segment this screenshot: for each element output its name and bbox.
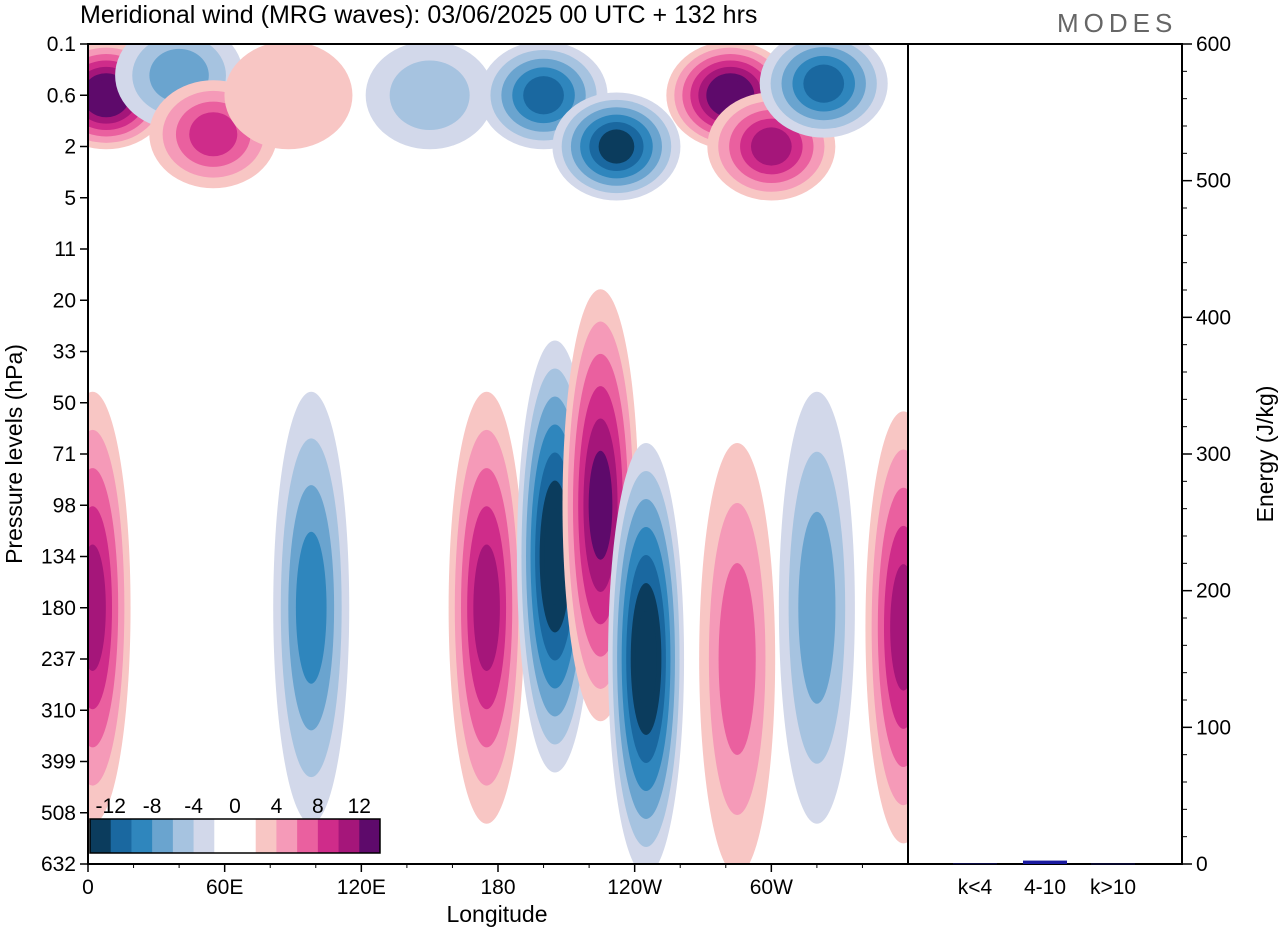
x-tick-label: 60E (206, 876, 243, 899)
energy-axis: 0 100 200 300 400 500 600 (1182, 33, 1231, 876)
y-axis-title: Pressure levels (hPa) (1, 344, 27, 564)
y-tick-label: 2 (64, 136, 76, 159)
energy-bar (953, 863, 997, 865)
heatmap-contour (598, 129, 635, 164)
colorbar-swatch (193, 819, 215, 853)
x-tick-label: 120E (337, 876, 386, 899)
heatmap-contour (544, 508, 566, 605)
colorbar-swatch (338, 819, 360, 853)
heatmap-contour (718, 563, 756, 755)
y-tick-label: 71 (53, 443, 76, 466)
colorbar-swatch (255, 819, 277, 853)
heatmap-contour (473, 544, 500, 672)
heatmap-contour (890, 564, 908, 691)
y-tick-label: 508 (41, 802, 76, 825)
energy-bars: k<4 4-10 k>10 (953, 860, 1136, 899)
y-tick-label: 180 (41, 597, 76, 620)
colorbar-label: 12 (348, 795, 371, 818)
colorbar-swatch (359, 819, 381, 853)
colorbar-swatch (297, 819, 319, 853)
colorbar-swatch (235, 819, 257, 853)
colorbar-swatch (90, 819, 112, 853)
heatmap-contour (523, 76, 564, 115)
y-tick-label: 632 (41, 853, 76, 876)
energy-tick-label: 400 (1196, 306, 1231, 329)
colorbar-swatch (172, 819, 194, 853)
colorbar-swatch (131, 819, 153, 853)
energy-bar (1023, 860, 1067, 864)
y-tick-label: 237 (41, 648, 76, 671)
heatmap-contour (750, 127, 792, 166)
colorbar-swatch (152, 819, 174, 853)
y-tick-label: 399 (41, 751, 76, 774)
x-tick-label: 180 (480, 876, 515, 899)
colorbar-swatch (214, 819, 236, 853)
x-axis-title: Longitude (446, 901, 547, 927)
heatmap-contour (295, 531, 327, 684)
y-tick-label: 0.6 (47, 84, 76, 107)
longitude-axis: 0 60E 120E 180 120W 60W (82, 864, 863, 899)
colorbar-label: -4 (184, 795, 203, 818)
energy-bar (1091, 863, 1135, 865)
chart-title: Meridional wind (MRG waves): 03/06/2025 … (80, 1, 758, 29)
colorbar-swatch (276, 819, 298, 853)
energy-category-label: k>10 (1090, 876, 1136, 899)
y-tick-label: 5 (64, 187, 76, 210)
y-tick-label: 20 (53, 289, 76, 312)
colorbar-label: 8 (312, 795, 324, 818)
heatmap-contour (224, 44, 353, 150)
energy-category-label: 4-10 (1024, 876, 1066, 899)
modes-logo: MODES (1057, 8, 1178, 38)
heatmap-contour (798, 511, 836, 704)
energy-tick-label: 300 (1196, 443, 1231, 466)
pressure-axis: 0.1 0.6 2 5 11 20 33 50 71 98 134 180 237 310 399 508 63… (41, 33, 88, 876)
colorbar-label: -12 (96, 795, 126, 818)
energy-axis-title: Energy (J/kg) (1252, 386, 1278, 523)
heatmap-contour (803, 64, 845, 103)
energy-tick-label: 600 (1196, 33, 1231, 56)
colorbar-label: 4 (271, 795, 283, 818)
x-tick-label: 0 (82, 876, 94, 899)
y-tick-label: 50 (53, 392, 76, 415)
colorbar-swatch (317, 819, 339, 853)
heatmap-contour (588, 450, 613, 560)
y-tick-label: 98 (53, 494, 76, 517)
heatmap-contour (90, 79, 123, 111)
energy-tick-label: 100 (1196, 716, 1231, 739)
energy-category-label: k<4 (958, 876, 993, 899)
colorbar-label: 0 (229, 795, 241, 818)
y-tick-label: 310 (41, 699, 76, 722)
energy-tick-label: 0 (1196, 853, 1208, 876)
y-tick-label: 33 (53, 341, 76, 364)
energy-tick-label: 200 (1196, 580, 1231, 603)
y-tick-label: 134 (41, 546, 76, 569)
colorbar-swatch (110, 819, 132, 853)
heatmap-field (88, 44, 908, 864)
heatmap-contour (189, 112, 238, 157)
heatmap-contour (389, 60, 470, 131)
y-tick-label: 0.1 (47, 33, 76, 56)
x-tick-label: 120W (607, 876, 662, 899)
heatmap-contour (635, 611, 657, 707)
y-tick-label: 11 (54, 238, 76, 261)
energy-tick-label: 500 (1196, 170, 1231, 193)
colorbar-label: -8 (143, 795, 162, 818)
colorbar: -12 -8 -4 0 4 8 12 (89, 795, 381, 854)
x-tick-label: 60W (750, 876, 793, 899)
heatmap-contour (88, 544, 106, 672)
